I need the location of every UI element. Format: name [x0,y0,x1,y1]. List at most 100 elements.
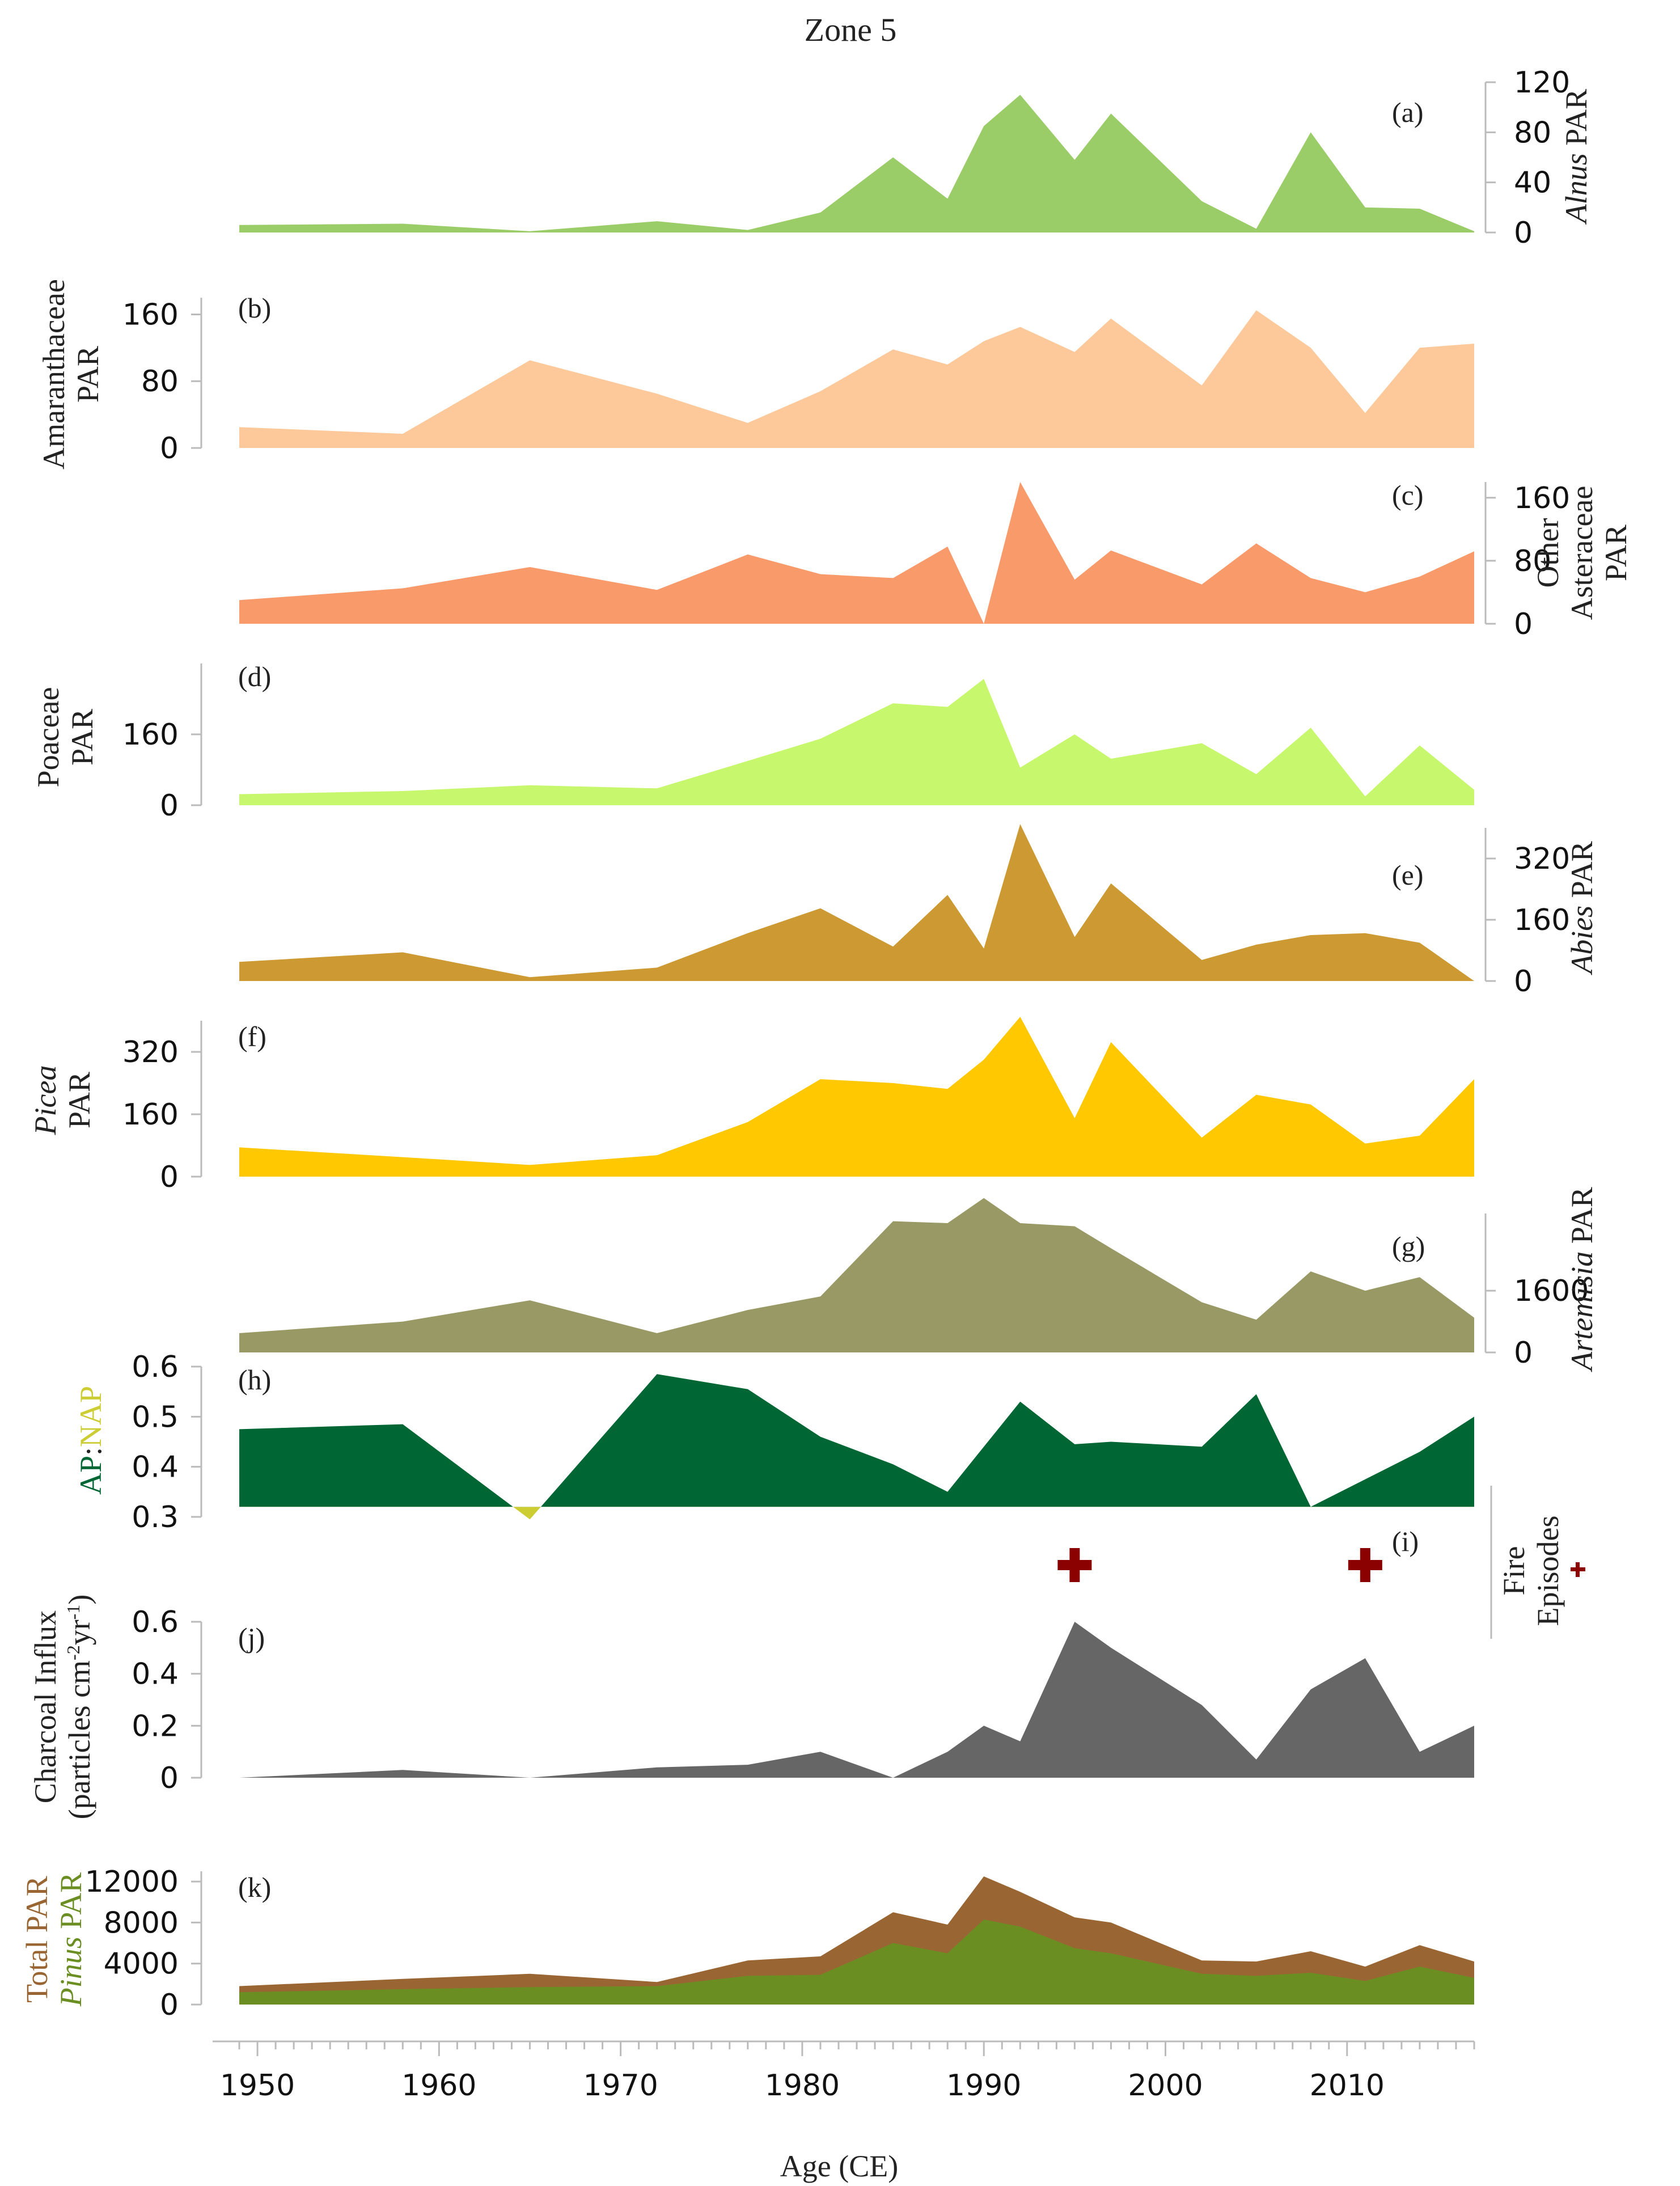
y-tick-label-j-2: 0.4 [132,1658,179,1692]
y-tick-label-g-1: 1600 [1514,1274,1589,1308]
y-axis-label-part: Picea [28,1065,62,1136]
x-tick-label-0: 1950 [220,2069,295,2103]
area-b [239,310,1474,448]
y-tick-label-b-1: 80 [141,365,179,399]
y-axis-label-part: PAR [1565,841,1599,906]
fire-legend-v [1576,1562,1580,1577]
y-axis-label-e: Abies PAR [1565,841,1599,975]
y-axis-label-part: AP [74,1456,108,1495]
y-tick-label-c-0: 0 [1514,607,1533,641]
y-tick-label-h-1: 0.4 [132,1451,179,1485]
y-axis-label-part: Asteraceae [1565,486,1599,620]
panel-tag-b: (b) [238,292,271,324]
y-axis-label-k: Total PARPinus PAR [20,1872,88,2007]
area-j [239,1622,1474,1778]
y-tick-label-d-0: 0 [160,789,179,823]
chart-title: Zone 5 [805,11,897,48]
y-tick-label-k-2: 8000 [104,1906,179,1940]
area-c [239,482,1474,624]
y-axis-label-i: FireEpisodes [1497,1516,1565,1626]
panel-tag-i: (i) [1392,1525,1419,1557]
panel-d: (d) 0 160 PoaceaePAR [31,661,1474,823]
y-tick-label-b-2: 160 [122,298,179,332]
ap-nap-area-below [513,1507,541,1520]
panel-tag-e: (e) [1392,859,1424,891]
panel-tag-j: (j) [238,1622,265,1654]
panel-f: (f) 0 160 320 PiceaPAR [28,1017,1474,1194]
x-axis: 1950 1960 1970 1980 1990 2000 2010 [213,2040,1475,2103]
fire-episode-marker [1057,1548,1092,1582]
y-axis-label-part: Charcoal Influx [28,1610,62,1803]
y-tick-label-f-1: 160 [122,1098,179,1132]
y-tick-label-h-0: 0.3 [132,1500,179,1534]
panel-b: (b) 0 80 160 AmaranthaceaePAR [37,279,1474,470]
y-axis-label-j: Charcoal Influx(particles cm-2yr-1) [28,1595,96,1820]
panel-j: (j) 0 0.2 0.4 0.6 Charcoal Influx(particles c… [28,1595,1474,1820]
y-axis-label-part: Other [1531,518,1565,588]
y-tick-label-f-0: 0 [160,1160,179,1194]
y-axis-label-d: PoaceaePAR [31,687,99,788]
ap-nap-area-above [239,1374,1474,1507]
y-tick-label-c-1: 80 [1514,544,1551,578]
charcoal-unit-part: ) [62,1595,96,1605]
y-axis-label-part: (particles cm-2yr-1) [62,1595,96,1820]
charcoal-unit-part: (particles cm [62,1660,96,1819]
y-tick-label-j-1: 0.2 [132,1709,179,1743]
y-tick-label-h-2: 0.5 [132,1400,179,1434]
y-axis-label-part: PAR [62,1072,96,1128]
y-tick-label-a-1: 40 [1514,166,1551,200]
y-axis-label-part: Alnus [1559,153,1593,225]
panel-tag-g: (g) [1392,1231,1425,1262]
y-tick-label-f-2: 320 [122,1035,179,1069]
y-tick-label-c-2: 160 [1514,481,1570,515]
y-axis-label-part: Amaranthaceae [37,279,71,470]
x-tick-label-6: 2010 [1310,2069,1385,2103]
panel-tag-f: (f) [238,1021,266,1052]
fire-marker-bar-v [1360,1548,1370,1582]
y-axis-label-part: PAR [1559,89,1593,154]
y-tick-label-a-3: 120 [1514,66,1570,100]
x-tick-label-4: 1990 [946,2069,1021,2103]
y-axis-label-part: : [74,1447,108,1456]
x-tick-label-5: 2000 [1128,2069,1203,2103]
y-axis-label-part: Fire [1497,1546,1531,1596]
y-axis-label-b: AmaranthaceaePAR [37,279,105,470]
y-tick-label-j-0: 0 [160,1761,179,1795]
x-tick-label-3: 1980 [765,2069,840,2103]
y-axis-label-part: Poaceae [31,687,65,788]
y-tick-label-g-0: 0 [1514,1336,1533,1370]
y-axis-label-a: Alnus PAR [1559,89,1593,225]
y-tick-label-b-0: 0 [160,432,179,466]
y-axis-label-part: PAR [65,709,99,766]
y-tick-label-k-0: 0 [160,1988,179,2022]
area-a [239,95,1474,232]
y-axis-label-g: Artemisia PAR [1565,1187,1599,1372]
y-axis-label-part: Episodes [1531,1516,1565,1626]
panel-tag-a: (a) [1392,96,1424,128]
charcoal-unit-part: -1 [63,1605,83,1620]
y-axis-label-part: Pinus [54,1936,88,2007]
area-e [239,824,1474,981]
y-axis-label-part: Abies [1565,906,1599,975]
area-k-series-1 [239,1919,1474,2005]
y-tick-label-e-1: 160 [1514,903,1570,937]
y-tick-label-k-1: 4000 [104,1947,179,1981]
charcoal-unit-part: -2 [63,1645,83,1660]
panel-tag-k: (k) [238,1871,271,1903]
y-axis-label-part: PAR [1565,1187,1599,1251]
y-axis-label-part: Total PAR [20,1876,54,2003]
area-d [239,679,1474,805]
y-tick-label-d-1: 160 [122,718,179,752]
y-axis-label-part: PAR [54,1872,88,1937]
panel-tag-h: (h) [238,1364,271,1396]
y-tick-label-k-3: 12000 [85,1865,179,1899]
area-g [239,1198,1474,1352]
panel-h: (h) 0.3 0.4 0.5 0.6 AP:NAP [74,1350,1474,1534]
y-tick-label-e-0: 0 [1514,965,1533,999]
panel-tag-c: (c) [1392,479,1424,511]
